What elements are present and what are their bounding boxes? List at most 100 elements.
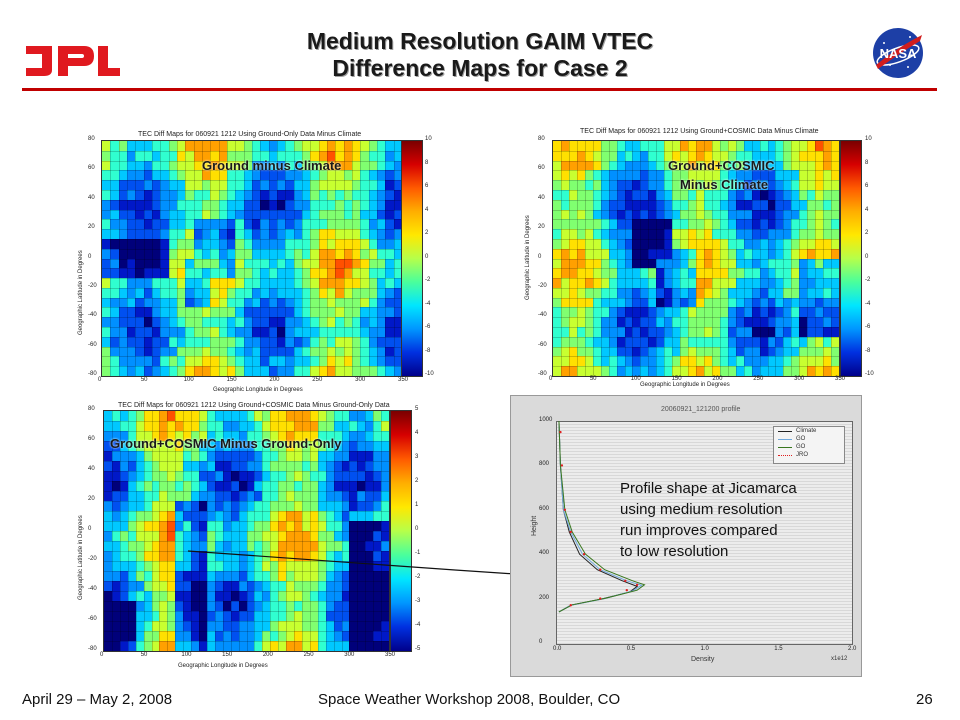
ctick-label: -4	[425, 300, 431, 307]
ctick-label: 6	[425, 183, 429, 189]
ctick-label: -10	[865, 371, 874, 377]
jro-point	[560, 464, 564, 467]
nasa-logo: NASA	[870, 25, 926, 81]
ytick-label: -20	[88, 556, 97, 562]
ytick-label: 60	[538, 165, 545, 172]
ytick-label: 400	[539, 550, 550, 557]
ctick-label: -8	[425, 347, 431, 354]
ctick-label: 2	[415, 478, 419, 484]
ctick-label: -2	[415, 574, 421, 580]
ytick-label: 0	[538, 253, 542, 260]
ctick-label: 6	[865, 183, 869, 189]
jro-point	[582, 553, 586, 556]
xtick-label: 100	[630, 376, 641, 382]
ctick-label: -6	[425, 324, 431, 330]
xtick-label: 0	[100, 652, 104, 658]
ctick-label: 8	[425, 159, 429, 166]
slide-title-line2: Difference Maps for Case 2	[332, 55, 628, 81]
header-divider	[22, 88, 937, 91]
xtick-label: 100	[181, 652, 192, 658]
ctick-label: -6	[865, 324, 871, 330]
ytick-label: -60	[88, 341, 97, 348]
ctick-label: -10	[425, 371, 434, 377]
legend-swatch	[778, 430, 792, 432]
ctick-label: -4	[865, 300, 871, 307]
xtick-label: 0	[549, 376, 553, 382]
map-overlay-label-line2: Minus Climate	[680, 177, 769, 192]
legend-label: GO	[796, 444, 806, 450]
jro-point	[635, 583, 639, 587]
ytick-label: 20	[88, 224, 95, 231]
legend-swatch	[778, 438, 792, 440]
xtick-label: 1.0	[700, 646, 709, 652]
annotation-line: using medium resolution	[620, 501, 783, 518]
ytick-label: 20	[538, 224, 545, 231]
profile-chart	[558, 421, 646, 613]
ctick-label: 2	[865, 230, 869, 236]
profile-y-axis-label: Height	[531, 515, 538, 536]
xtick-label: 250	[303, 652, 314, 658]
map-overlay-label: Ground+COSMIC Minus Ground-Only	[110, 436, 342, 451]
xtick-label: 200	[712, 376, 723, 382]
jro-point	[599, 597, 602, 600]
tec-map-panel-ground-minus-climate: TEC Diff Maps for 060921 1212 Using Grou…	[68, 125, 448, 395]
profile-legend: Climate GO GO JRO	[773, 426, 845, 464]
panel-title: TEC Diff Maps for 060921 1212 Using Grou…	[118, 402, 390, 409]
jpl-logo-icon	[22, 40, 122, 80]
xtick-label: 150	[226, 377, 237, 383]
xtick-label: 250	[312, 377, 323, 383]
tec-map-panel-cosmic-minus-ground-only: TEC Diff Maps for 060921 1212 Using Grou…	[68, 400, 448, 675]
ytick-label: -20	[88, 282, 97, 289]
profile-x-axis-label: Density	[691, 656, 715, 663]
ctick-label: -8	[865, 347, 871, 354]
xtick-label: 0.5	[626, 646, 636, 652]
xtick-label: 50	[140, 652, 148, 658]
color-scale-bar	[390, 410, 412, 652]
tec-map	[101, 140, 403, 377]
footer-page-number: 26	[916, 691, 933, 708]
legend-label: JRO	[796, 452, 808, 458]
ctick-label: -3	[415, 598, 421, 604]
xtick-label: 0	[98, 377, 102, 383]
xtick-label: 300	[344, 652, 355, 658]
xtick-label: 200	[262, 652, 273, 658]
xtick-label: 150	[671, 376, 682, 382]
ytick-label: 0	[539, 639, 543, 645]
ytick-label: 40	[88, 194, 95, 201]
ctick-label: 10	[865, 136, 872, 142]
ctick-label: 3	[415, 454, 419, 460]
map-overlay-label: Ground minus Climate	[202, 158, 342, 173]
ytick-label: 80	[538, 136, 545, 142]
jro-point	[599, 568, 602, 571]
xtick-label: 350	[398, 377, 409, 383]
jro-point	[569, 604, 572, 607]
ctick-label: 0	[415, 526, 419, 532]
map-overlay-label-line1: Ground+COSMIC	[668, 158, 775, 173]
ytick-label: 600	[539, 505, 550, 512]
legend-entry: GO	[778, 443, 844, 451]
x-axis-label: Geographic Longitude in Degrees	[640, 382, 730, 388]
ctick-label: -5	[415, 646, 421, 652]
ytick-label: 60	[88, 436, 95, 442]
x-axis-label: Geographic Longitude in Degrees	[213, 387, 303, 393]
ytick-label: 200	[539, 594, 550, 601]
color-scale-bar	[401, 140, 423, 377]
ctick-label: 10	[425, 136, 432, 142]
xtick-label: 250	[753, 376, 764, 382]
legend-swatch	[778, 454, 792, 456]
jro-point	[624, 579, 627, 583]
xtick-label: 2.0	[848, 646, 857, 652]
ctick-label: 0	[865, 253, 869, 260]
xtick-label: 50	[140, 377, 148, 383]
profile-title: 20060921_121200 profile	[661, 406, 741, 413]
panel-title: TEC Diff Maps for 060921 1212 Using Grou…	[138, 131, 362, 138]
ytick-label: 0	[88, 526, 92, 532]
ytick-label: 60	[88, 165, 95, 172]
ctick-label: 2	[425, 230, 429, 236]
profile-plot-panel: 20060921_121200 profile Height Density x…	[510, 395, 862, 677]
legend-label: GO	[796, 436, 806, 442]
legend-swatch	[778, 446, 792, 448]
slide-title-line1: Medium Resolution GAIM VTEC	[306, 28, 654, 54]
xtick-label: 300	[794, 376, 805, 382]
ctick-label: -4	[415, 622, 421, 628]
